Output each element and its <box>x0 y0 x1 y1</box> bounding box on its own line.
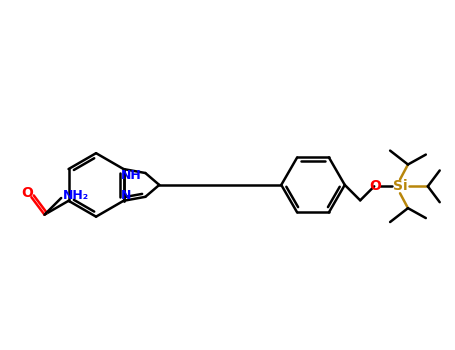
Text: O: O <box>21 186 33 200</box>
Text: N: N <box>121 189 131 202</box>
Text: NH: NH <box>121 169 142 182</box>
Text: O: O <box>369 179 381 193</box>
Text: NH₂: NH₂ <box>63 189 89 202</box>
Text: Si: Si <box>393 179 407 193</box>
